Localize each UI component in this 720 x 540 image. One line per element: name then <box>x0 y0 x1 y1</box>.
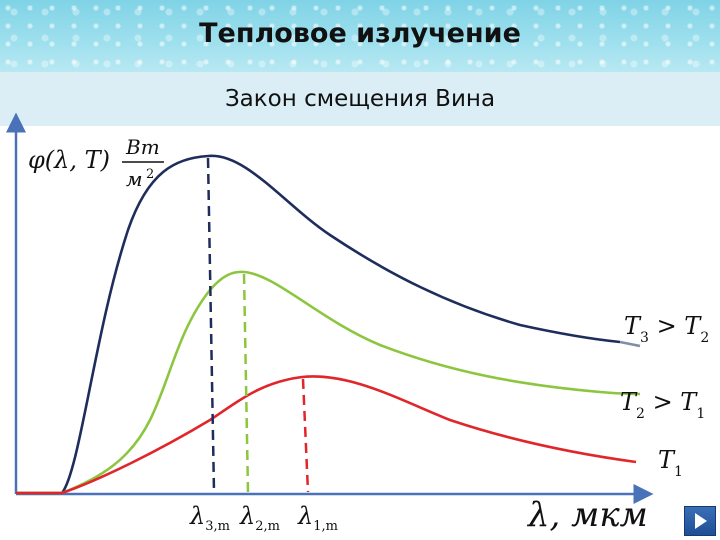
legend-label-t2: T2 > T1 <box>620 388 705 422</box>
y-axis-label-unit-den: м <box>126 167 143 191</box>
y-axis-label-unit-exp: 2 <box>146 167 154 182</box>
series-line-t3-tail <box>619 340 641 348</box>
legend-label-t1: T1 <box>658 446 683 480</box>
x-tick-lambda2: λ2,m <box>239 502 280 534</box>
peak-line-t2 <box>242 273 250 493</box>
x-tick-lambda3: λ3,m <box>189 502 230 534</box>
y-axis-label-unit-num: Вт <box>125 135 160 159</box>
series-line-t3 <box>16 154 621 495</box>
peak-line-t3 <box>206 157 216 493</box>
x-tick-lambda1: λ1,m <box>297 502 338 534</box>
slide-subtitle: Закон смещения Вина <box>224 86 496 112</box>
y-axis-label-func: φ(λ, T) <box>28 146 110 174</box>
legend-label-t3: T3 > T2 <box>624 312 709 346</box>
series-line-t1 <box>16 375 637 495</box>
subtitle-band <box>0 72 720 126</box>
x-axis-label: λ, мкм <box>526 495 648 535</box>
play-right-icon <box>695 513 707 529</box>
series-line-t2 <box>16 270 641 495</box>
slide-title: Тепловое излучение <box>199 18 521 49</box>
title-banner <box>0 0 720 72</box>
next-slide-button[interactable] <box>684 506 716 536</box>
peak-line-t1 <box>301 378 310 493</box>
